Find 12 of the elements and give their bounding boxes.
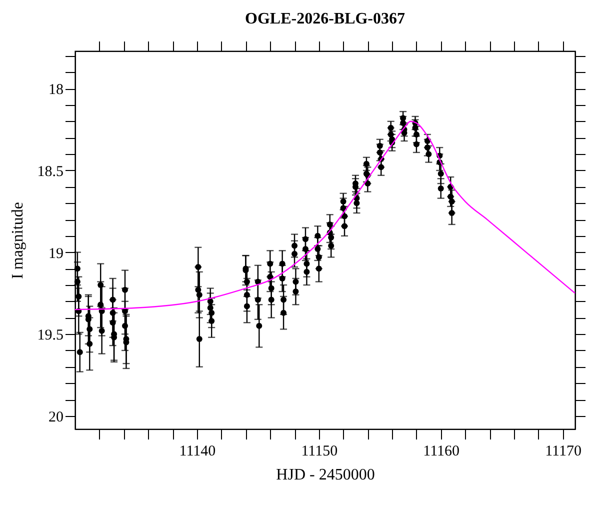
y-axis-title: I magnitude xyxy=(9,202,26,279)
y-tick-label: 18.5 xyxy=(37,164,64,180)
x-tick-label: 11160 xyxy=(423,444,460,460)
chart-title: OGLE-2026-BLG-0367 xyxy=(244,10,406,28)
y-tick-label: 19.5 xyxy=(37,328,64,344)
y-tick-label: 20 xyxy=(48,409,64,426)
x-tick-label: 11170 xyxy=(545,444,582,460)
x-tick-label: 11140 xyxy=(179,444,216,460)
x-axis-title: HJD - 2450000 xyxy=(276,466,375,484)
x-tick-label: 11150 xyxy=(301,444,338,460)
y-tick-label: 19 xyxy=(48,246,64,262)
y-tick-label: 18 xyxy=(48,82,64,98)
